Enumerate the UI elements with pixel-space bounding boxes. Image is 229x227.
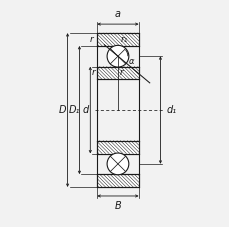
Text: d₁: d₁ bbox=[166, 105, 176, 115]
Text: r: r bbox=[89, 35, 93, 44]
Text: r: r bbox=[119, 68, 123, 76]
Bar bbox=[97, 141, 138, 153]
Text: B: B bbox=[114, 201, 121, 211]
Bar bbox=[97, 67, 138, 79]
Bar bbox=[97, 174, 138, 187]
Bar bbox=[97, 33, 138, 46]
Text: a: a bbox=[114, 9, 120, 19]
Circle shape bbox=[107, 153, 128, 175]
Text: r: r bbox=[91, 68, 95, 76]
Text: α: α bbox=[128, 57, 134, 66]
Text: D: D bbox=[59, 105, 66, 115]
Text: r₁: r₁ bbox=[120, 35, 128, 44]
Text: D₁: D₁ bbox=[68, 105, 80, 115]
Text: d: d bbox=[82, 105, 88, 115]
Circle shape bbox=[107, 45, 128, 67]
